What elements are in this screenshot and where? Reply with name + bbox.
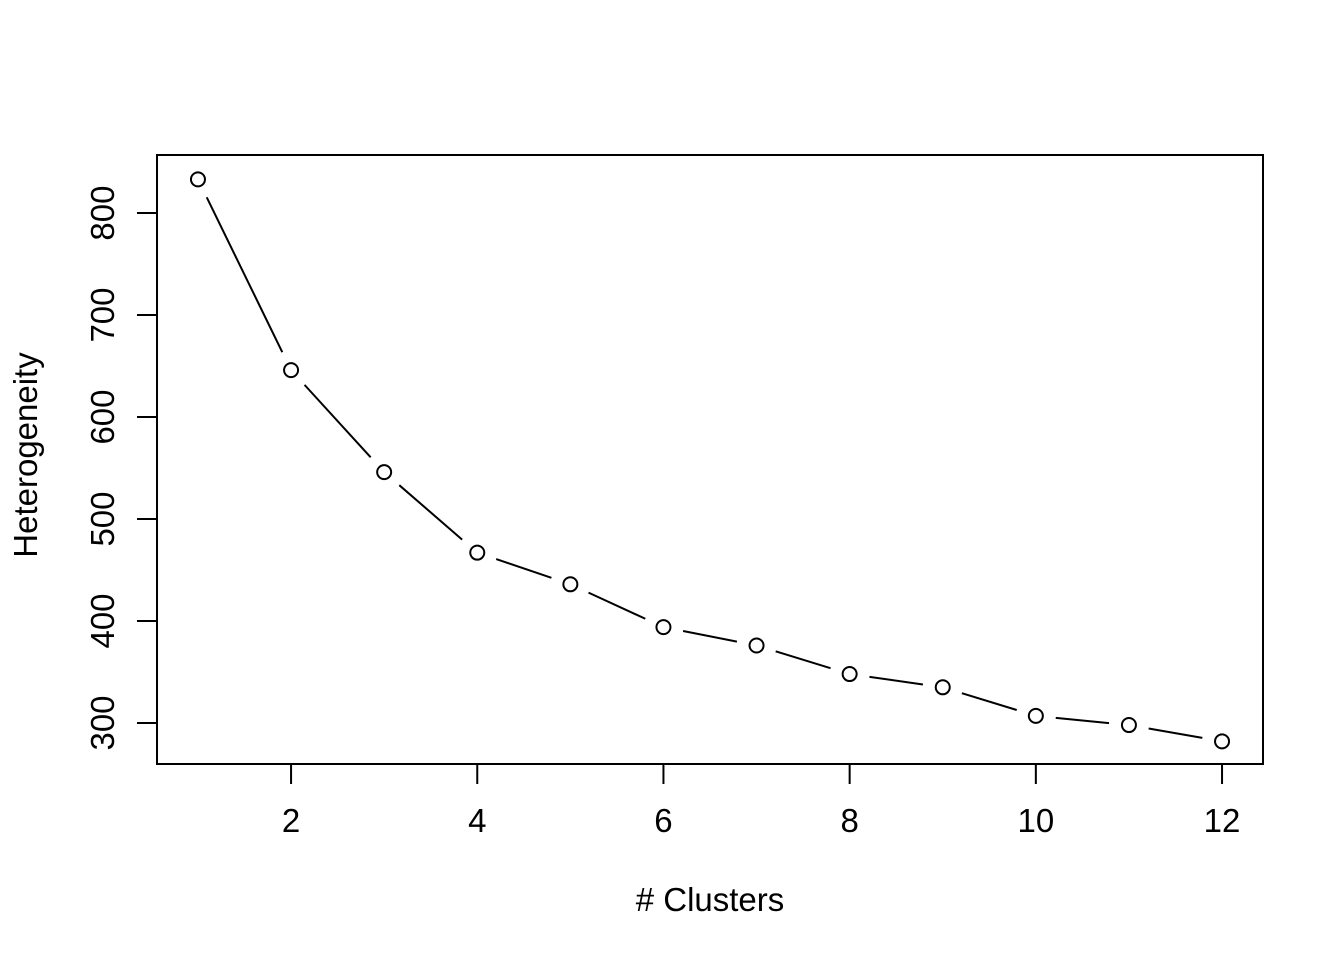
data-point xyxy=(562,576,579,593)
series-segment xyxy=(961,692,1018,711)
data-point xyxy=(655,619,672,636)
y-tick-label: 600 xyxy=(84,389,121,444)
series-segment xyxy=(1148,727,1203,739)
y-tick-label: 700 xyxy=(84,287,121,342)
y-tick-label: 300 xyxy=(84,695,121,750)
series-segment xyxy=(869,675,924,686)
plot-border-box xyxy=(156,154,1264,765)
y-tick-label: 500 xyxy=(84,491,121,546)
data-point xyxy=(1214,733,1231,750)
series-segment xyxy=(398,484,463,541)
series-segment xyxy=(775,650,831,670)
x-axis-title: # Clusters xyxy=(636,881,785,918)
data-point xyxy=(469,544,486,561)
series-segment xyxy=(588,591,646,620)
data-point xyxy=(189,171,206,188)
y-tick-label: 800 xyxy=(84,186,121,241)
data-point xyxy=(748,637,765,654)
data-point xyxy=(1120,717,1137,734)
x-tick-label: 2 xyxy=(282,802,300,839)
data-point xyxy=(841,666,858,683)
data-point xyxy=(1027,707,1044,724)
data-point xyxy=(934,679,951,696)
series-segment xyxy=(303,384,372,458)
series-segment xyxy=(1055,716,1110,725)
y-axis-title: Heterogeneity xyxy=(7,352,44,558)
axis-tick-labels: 2 4 6 8 10 12 300 400 500 600 700 800 xyxy=(84,186,1241,839)
data-series xyxy=(189,171,1231,750)
data-point xyxy=(376,464,393,481)
series-segment xyxy=(682,630,738,643)
x-tick-label: 4 xyxy=(468,802,486,839)
data-point xyxy=(283,362,300,379)
axis-ticks xyxy=(137,212,1224,784)
x-tick-label: 12 xyxy=(1204,802,1241,839)
y-tick-label: 400 xyxy=(84,593,121,648)
series-segment xyxy=(495,558,552,579)
series-segment xyxy=(205,196,284,353)
x-tick-label: 10 xyxy=(1017,802,1054,839)
x-tick-label: 6 xyxy=(654,802,672,839)
x-tick-label: 8 xyxy=(840,802,858,839)
